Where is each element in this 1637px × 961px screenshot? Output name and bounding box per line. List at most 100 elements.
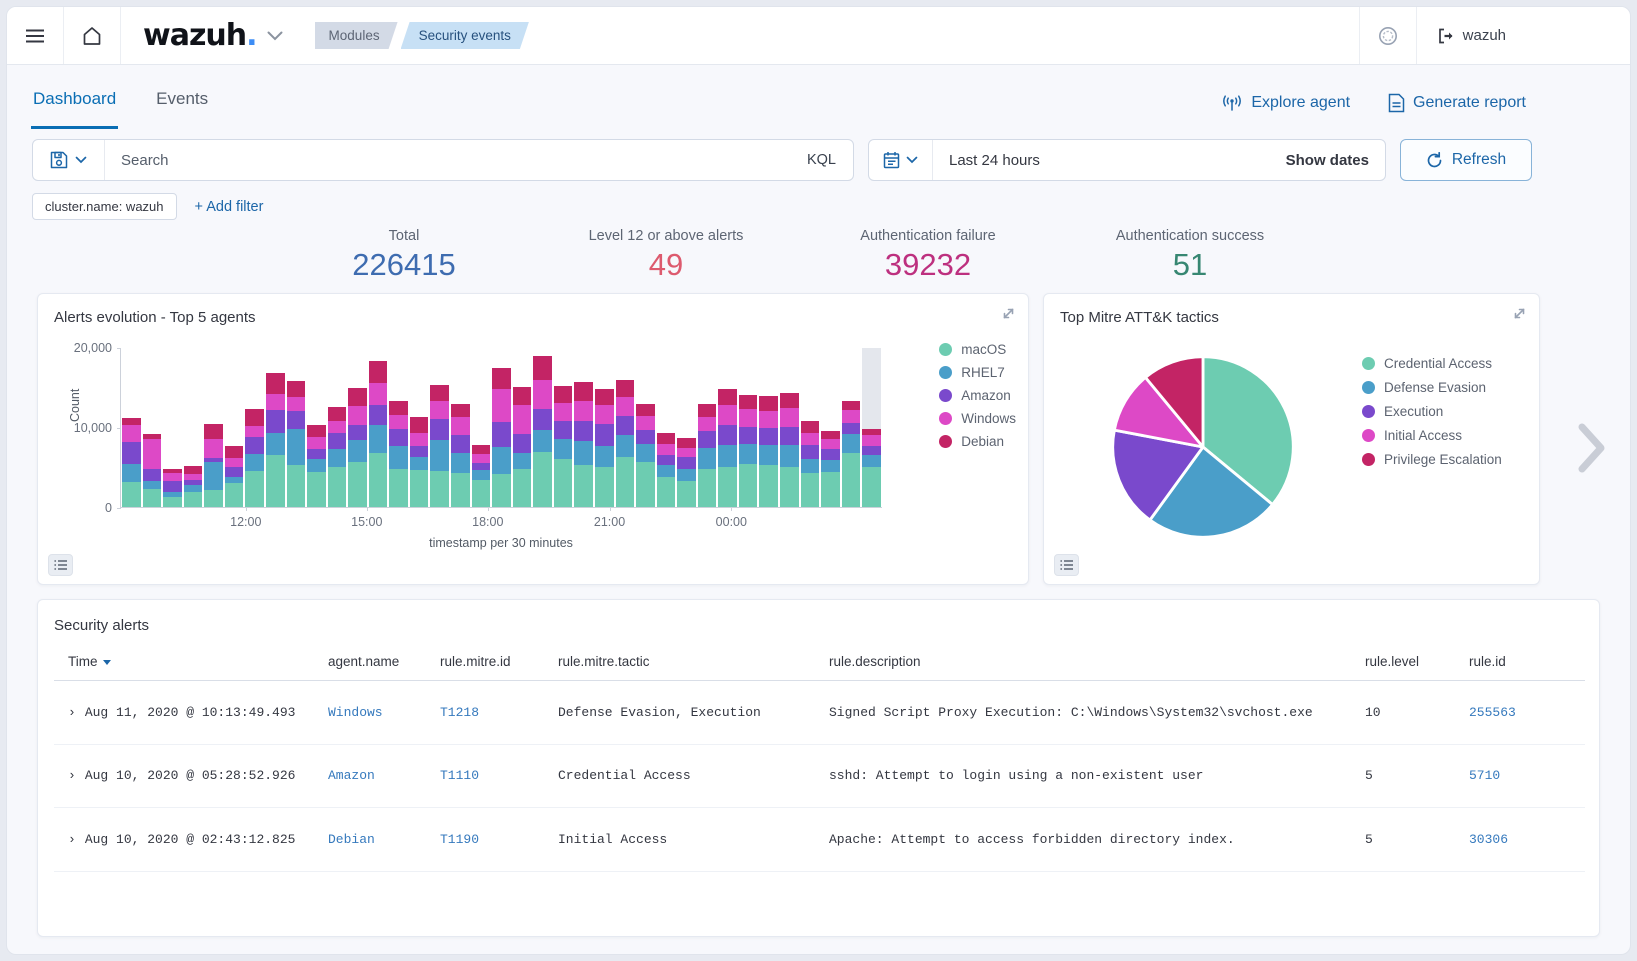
- mitre-id-link[interactable]: T1218: [440, 705, 550, 720]
- bar-2[interactable]: [163, 348, 182, 507]
- bar-segment-macOS[interactable]: [862, 467, 881, 507]
- bar-16[interactable]: [451, 348, 470, 507]
- legend-item-amazon[interactable]: Amazon: [939, 388, 1016, 403]
- bar-segment-Amazon[interactable]: [369, 405, 388, 425]
- bar-segment-Windows[interactable]: [204, 439, 223, 458]
- bar-segment-RHEL7[interactable]: [410, 457, 429, 470]
- bar-segment-Windows[interactable]: [369, 383, 388, 405]
- bar-23[interactable]: [595, 348, 614, 507]
- bar-segment-RHEL7[interactable]: [122, 464, 141, 482]
- bar-segment-Amazon[interactable]: [821, 449, 840, 459]
- bar-segment-macOS[interactable]: [636, 462, 655, 507]
- bar-segment-RHEL7[interactable]: [821, 460, 840, 472]
- legend-item-macos[interactable]: macOS: [939, 342, 1016, 357]
- bar-segment-macOS[interactable]: [245, 471, 264, 507]
- bar-segment-Windows[interactable]: [759, 411, 778, 428]
- bar-14[interactable]: [410, 348, 429, 507]
- bar-segment-RHEL7[interactable]: [204, 462, 223, 490]
- bar-segment-Amazon[interactable]: [163, 481, 182, 492]
- bar-segment-Amazon[interactable]: [430, 419, 449, 440]
- bar-segment-macOS[interactable]: [718, 467, 737, 507]
- bar-segment-Windows[interactable]: [636, 416, 655, 430]
- bar-segment-Amazon[interactable]: [307, 449, 326, 459]
- bar-segment-macOS[interactable]: [595, 467, 614, 507]
- bar-segment-macOS[interactable]: [780, 467, 799, 507]
- menu-button[interactable]: [7, 7, 63, 64]
- bar-segment-Amazon[interactable]: [348, 425, 367, 440]
- bar-1[interactable]: [143, 348, 162, 507]
- bar-segment-Debian[interactable]: [328, 407, 347, 421]
- generate-report-button[interactable]: Generate report: [1388, 93, 1526, 113]
- bar-5[interactable]: [225, 348, 244, 507]
- mitre-id-link[interactable]: T1110: [440, 768, 550, 783]
- breadcrumb-modules[interactable]: Modules: [315, 22, 398, 49]
- bar-segment-Debian[interactable]: [287, 381, 306, 398]
- bar-15[interactable]: [430, 348, 449, 507]
- bar-segment-Windows[interactable]: [677, 448, 696, 458]
- bar-29[interactable]: [718, 348, 737, 507]
- bar-segment-Windows[interactable]: [657, 444, 676, 455]
- bar-4[interactable]: [204, 348, 223, 507]
- bar-segment-macOS[interactable]: [204, 490, 223, 507]
- bar-segment-RHEL7[interactable]: [430, 440, 449, 471]
- bar-segment-Debian[interactable]: [636, 404, 655, 416]
- bar-segment-RHEL7[interactable]: [842, 434, 861, 452]
- bar-segment-RHEL7[interactable]: [862, 455, 881, 467]
- bar-segment-macOS[interactable]: [574, 465, 593, 507]
- table-row[interactable]: ›Aug 10, 2020 @ 05:28:52.926AmazonT1110C…: [54, 745, 1585, 809]
- bar-segment-RHEL7[interactable]: [307, 459, 326, 472]
- bar-segment-Debian[interactable]: [430, 385, 449, 400]
- stat-value[interactable]: 39232: [797, 247, 1059, 283]
- bar-segment-RHEL7[interactable]: [389, 446, 408, 469]
- bar-25[interactable]: [636, 348, 655, 507]
- wazuh-logo[interactable]: wazuh.: [121, 18, 293, 53]
- bar-segment-Amazon[interactable]: [759, 428, 778, 445]
- bar-segment-Amazon[interactable]: [287, 411, 306, 429]
- bar-segment-Debian[interactable]: [574, 382, 593, 401]
- stat-value[interactable]: 51: [1059, 247, 1321, 283]
- bar-segment-Windows[interactable]: [533, 380, 552, 409]
- bar-segment-macOS[interactable]: [759, 465, 778, 507]
- agent-name-link[interactable]: Amazon: [328, 768, 432, 783]
- bar-segment-Windows[interactable]: [430, 401, 449, 419]
- bar-segment-Debian[interactable]: [410, 417, 429, 432]
- bar-segment-RHEL7[interactable]: [739, 444, 758, 464]
- bar-28[interactable]: [698, 348, 717, 507]
- legend-item-execution[interactable]: Execution: [1362, 404, 1502, 419]
- bar-segment-Windows[interactable]: [554, 403, 573, 421]
- bar-segment-Amazon[interactable]: [389, 429, 408, 446]
- bar-segment-Amazon[interactable]: [574, 421, 593, 440]
- bar-segment-Amazon[interactable]: [472, 463, 491, 470]
- bar-segment-RHEL7[interactable]: [574, 441, 593, 465]
- agent-name-link[interactable]: Windows: [328, 705, 432, 720]
- bar-segment-Amazon[interactable]: [266, 410, 285, 433]
- bar-segment-Debian[interactable]: [739, 395, 758, 409]
- bar-segment-macOS[interactable]: [369, 453, 388, 507]
- bar-segment-RHEL7[interactable]: [554, 439, 573, 459]
- bar-segment-Debian[interactable]: [492, 368, 511, 390]
- bar-segment-Debian[interactable]: [821, 431, 840, 439]
- bar-segment-macOS[interactable]: [410, 470, 429, 507]
- rule-id-link[interactable]: 30306: [1469, 832, 1579, 847]
- query-language-button[interactable]: KQL: [790, 152, 853, 168]
- bar-segment-RHEL7[interactable]: [328, 449, 347, 467]
- bar-10[interactable]: [328, 348, 347, 507]
- bar-segment-macOS[interactable]: [307, 472, 326, 507]
- bar-segment-Amazon[interactable]: [143, 469, 162, 480]
- bar-segment-Debian[interactable]: [801, 421, 820, 432]
- bar-segment-Amazon[interactable]: [595, 424, 614, 446]
- bar-segment-macOS[interactable]: [266, 455, 285, 507]
- bar-segment-RHEL7[interactable]: [451, 453, 470, 472]
- bar-segment-Debian[interactable]: [759, 396, 778, 411]
- bar-segment-macOS[interactable]: [513, 469, 532, 507]
- bar-segment-RHEL7[interactable]: [245, 454, 264, 471]
- bar-segment-macOS[interactable]: [677, 481, 696, 507]
- bar-segment-Debian[interactable]: [616, 380, 635, 397]
- bar-segment-macOS[interactable]: [184, 492, 203, 507]
- bar-segment-Windows[interactable]: [307, 437, 326, 449]
- health-check-button[interactable]: [1360, 7, 1416, 64]
- legend-item-credential-access[interactable]: Credential Access: [1362, 356, 1502, 371]
- bar-segment-macOS[interactable]: [739, 464, 758, 507]
- agent-name-link[interactable]: Debian: [328, 832, 432, 847]
- bar-segment-Windows[interactable]: [348, 406, 367, 424]
